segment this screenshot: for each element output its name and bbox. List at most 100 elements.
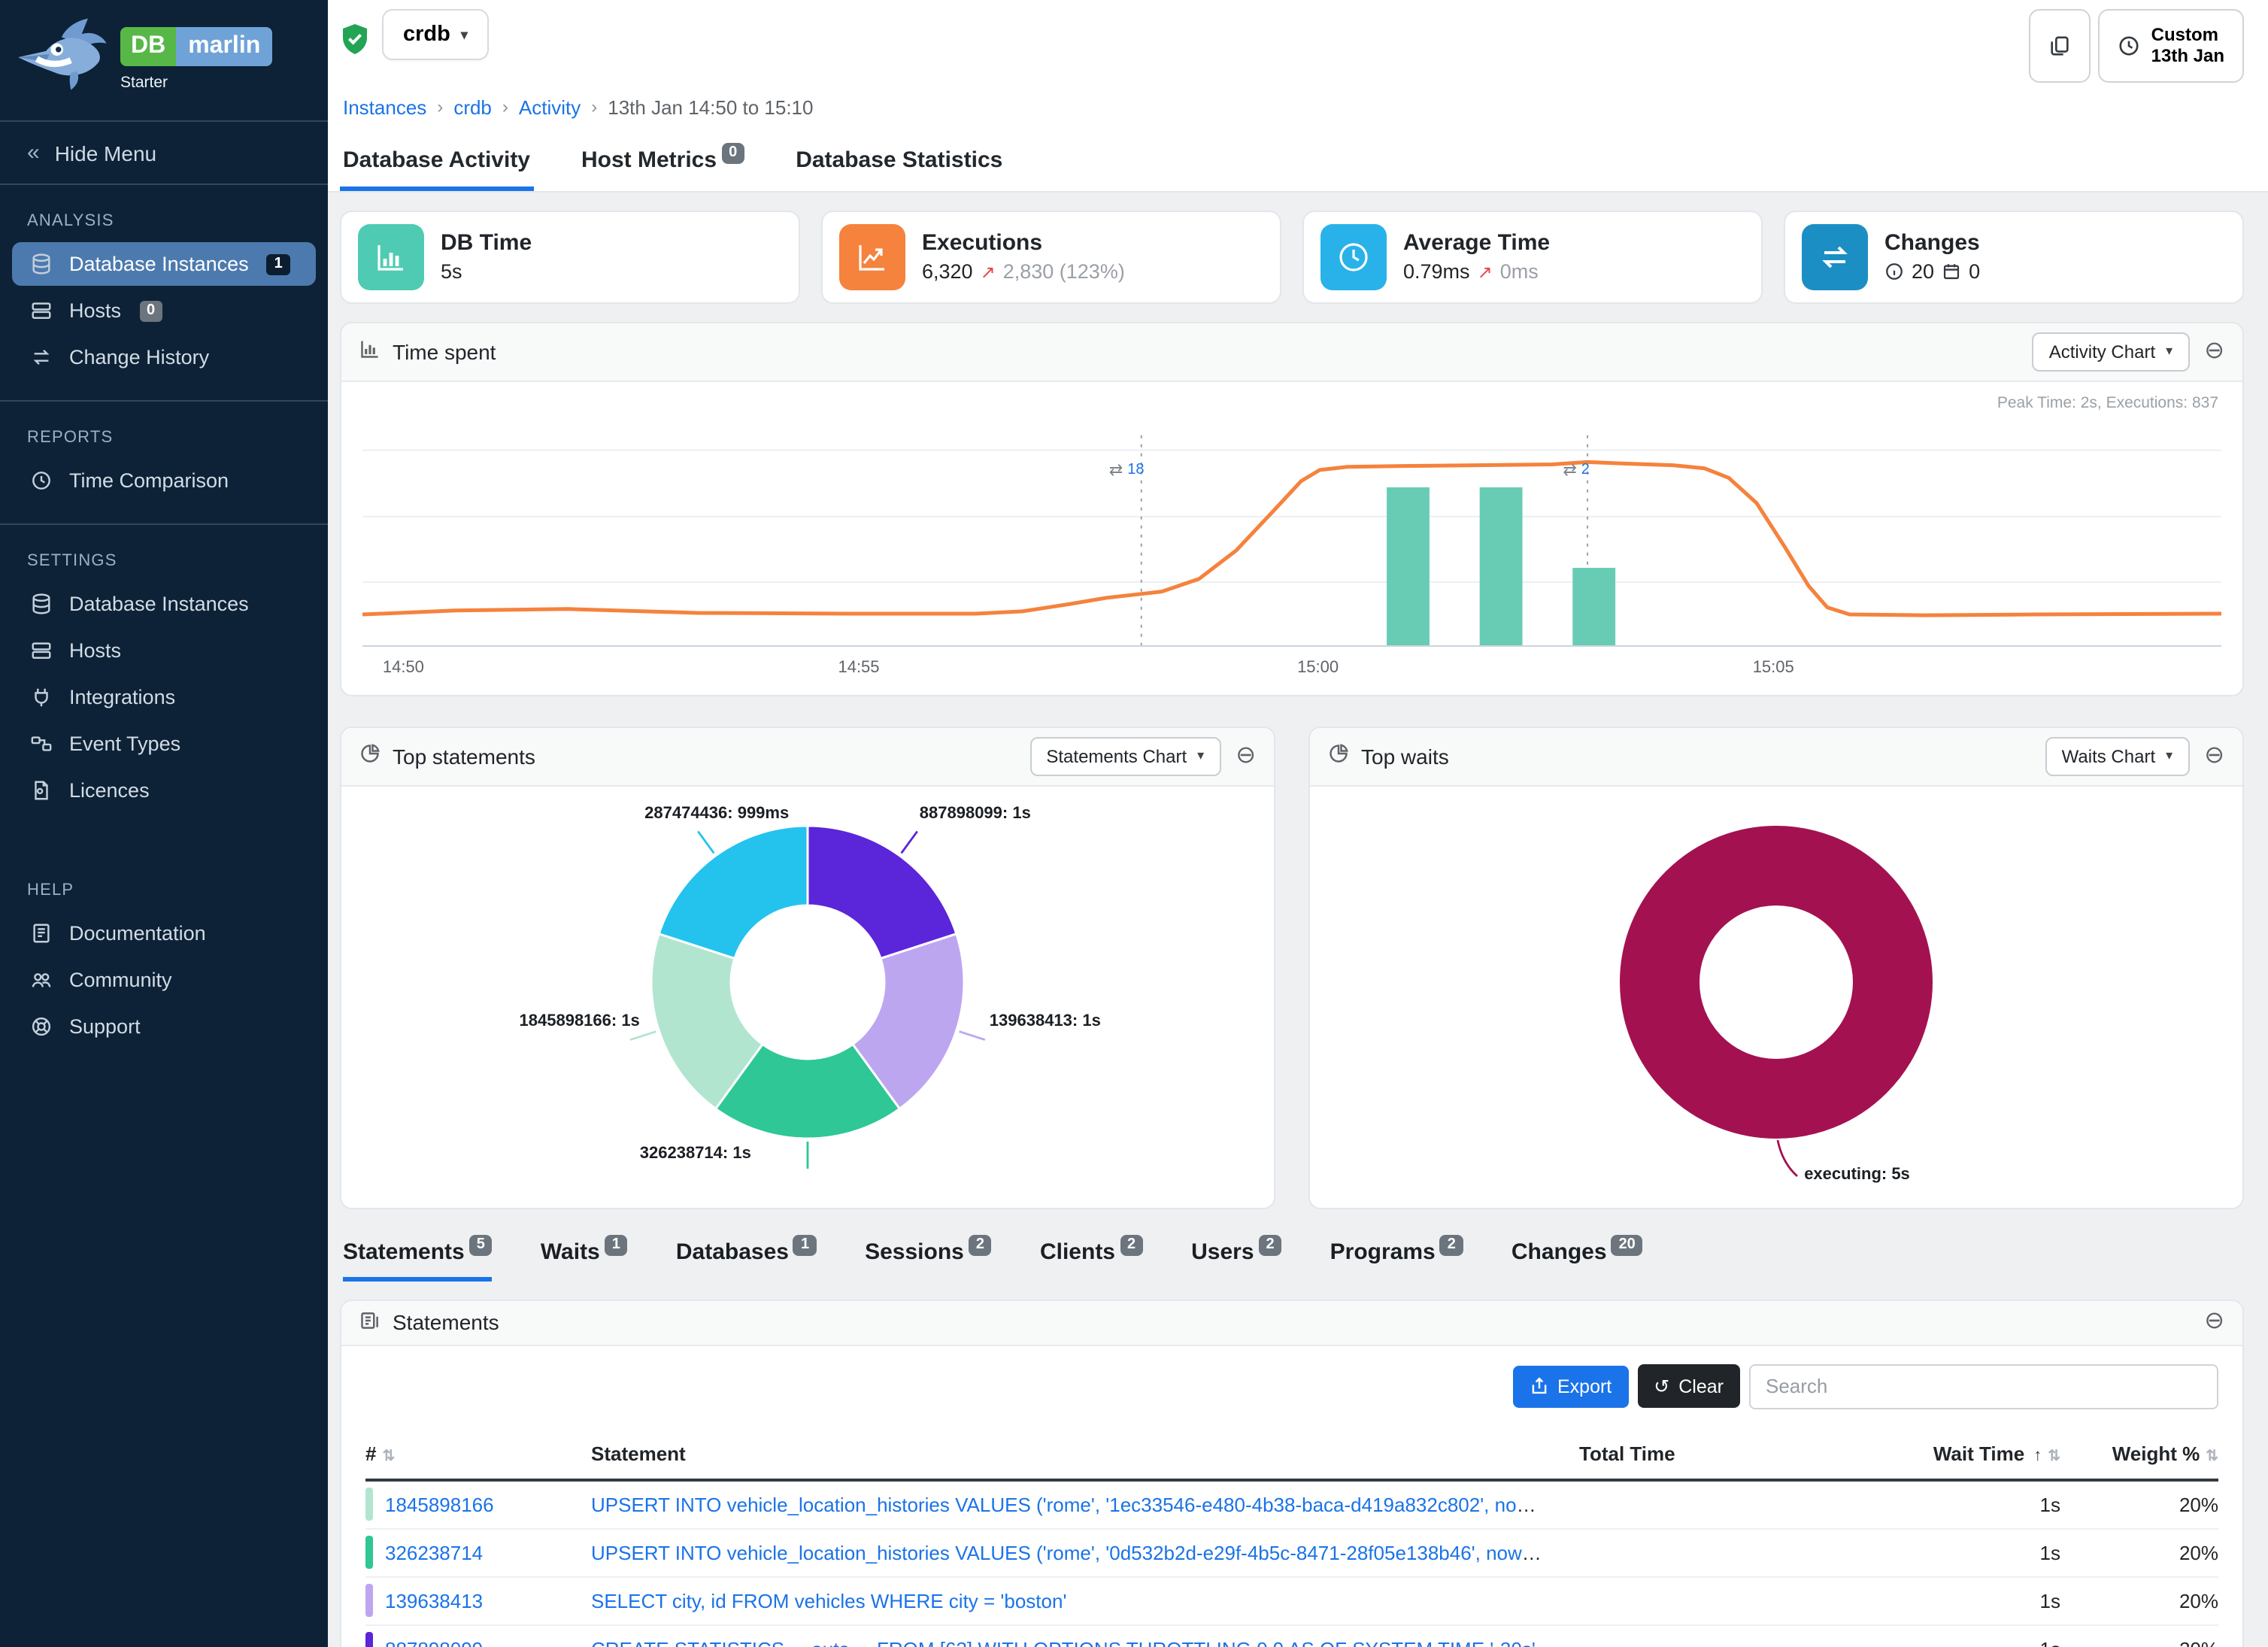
tab-users[interactable]: Users 2 bbox=[1191, 1234, 1282, 1282]
hide-menu-button[interactable]: « Hide Menu bbox=[0, 120, 328, 185]
tab-database-activity[interactable]: Database Activity bbox=[340, 134, 533, 191]
sort-asc-icon: ↑ bbox=[2033, 1446, 2042, 1465]
section-title: SETTINGS bbox=[27, 552, 117, 570]
metric-card-db-time: DB Time 5s bbox=[340, 210, 800, 304]
metric-value: 20 0 bbox=[1884, 261, 1980, 284]
swap-arrows-icon bbox=[1802, 223, 1868, 290]
metric-title: Executions bbox=[922, 230, 1043, 256]
statement-sql-link[interactable]: UPSERT INTO vehicle_location_histories V… bbox=[591, 1541, 1579, 1564]
col-header-wait-time[interactable]: Wait Time ↑ ⇅ bbox=[1933, 1442, 2060, 1465]
time-spent-plot-svg bbox=[362, 424, 2221, 645]
export-icon bbox=[1531, 1377, 1546, 1394]
count-badge: 5 bbox=[468, 1234, 493, 1256]
pie-chart-icon bbox=[359, 744, 381, 769]
top-waits-panel: Top waits Waits Chart ▾ ⊖ bbox=[1308, 726, 2244, 1209]
waits-ring bbox=[1620, 825, 1933, 1139]
sidebar: DB marlin Starter « Hide Menu ANALYSIS Da… bbox=[0, 0, 328, 1647]
page-tabs: Database Activity Host Metrics 0 Database… bbox=[340, 134, 2244, 191]
sidebar-item-time-comparison[interactable]: Time Comparison bbox=[12, 459, 316, 502]
count-badge: 1 bbox=[793, 1234, 817, 1256]
collapse-panel-icon[interactable]: ⊖ bbox=[1236, 742, 1256, 769]
instance-selector[interactable]: crdb ▾ bbox=[382, 9, 489, 60]
breadcrumb-activity[interactable]: Activity bbox=[518, 96, 581, 119]
sidebar-item-settings-database-instances[interactable]: Database Instances bbox=[12, 582, 316, 626]
breadcrumb-instances[interactable]: Instances bbox=[343, 96, 427, 119]
statements-chart-selector[interactable]: Statements Chart ▾ bbox=[1029, 736, 1221, 776]
sidebar-item-settings-hosts[interactable]: Hosts bbox=[12, 629, 316, 672]
statement-sql-link[interactable]: SELECT city, id FROM vehicles WHERE city… bbox=[591, 1589, 1067, 1612]
statements-donut[interactable] bbox=[612, 787, 1003, 1178]
people-icon bbox=[27, 969, 54, 991]
sidebar-item-integrations[interactable]: Integrations bbox=[12, 675, 316, 719]
count-badge: 2 bbox=[1439, 1234, 1463, 1256]
search-input[interactable] bbox=[1749, 1363, 2218, 1409]
brand-marlin: marlin bbox=[176, 27, 273, 66]
statement-id-link[interactable]: 139638413 bbox=[385, 1589, 484, 1612]
sidebar-item-documentation[interactable]: Documentation bbox=[12, 911, 316, 955]
top-statements-panel: Top statements Statements Chart ▾ ⊖ bbox=[340, 726, 1275, 1209]
col-header-statement[interactable]: Statement bbox=[591, 1442, 686, 1465]
col-header-num[interactable]: # ⇅ bbox=[365, 1442, 396, 1465]
statement-id-link[interactable]: 1845898166 bbox=[385, 1493, 494, 1516]
brand-wordmark: DB marlin bbox=[120, 27, 273, 66]
tab-host-metrics[interactable]: Host Metrics 0 bbox=[578, 134, 747, 191]
info-changes-count: 20 bbox=[1912, 260, 1935, 284]
tab-statements[interactable]: Statements 5 bbox=[343, 1234, 493, 1282]
statement-color-chip bbox=[365, 1488, 373, 1521]
donut-label-139638413: 139638413: 1s bbox=[989, 1012, 1101, 1030]
waits-donut[interactable] bbox=[1581, 787, 1972, 1178]
sidebar-item-change-history[interactable]: Change History bbox=[12, 335, 316, 379]
clear-button[interactable]: ↺ Clear bbox=[1637, 1364, 1740, 1409]
panel-title: Top waits bbox=[1361, 744, 1449, 769]
sidebar-item-hosts[interactable]: Hosts 0 bbox=[12, 289, 316, 332]
sidebar-item-licences[interactable]: Licences bbox=[12, 769, 316, 812]
metric-delta: 2,830 (123%) bbox=[1002, 260, 1125, 284]
breadcrumb-crdb[interactable]: crdb bbox=[453, 96, 492, 119]
collapse-panel-icon[interactable]: ⊖ bbox=[2204, 338, 2224, 364]
sidebar-item-event-types[interactable]: Event Types bbox=[12, 722, 316, 766]
undo-icon: ↺ bbox=[1654, 1376, 1670, 1398]
col-header-total-time[interactable]: Total Time bbox=[1579, 1442, 1675, 1465]
collapse-panel-icon[interactable]: ⊖ bbox=[2204, 1309, 2224, 1335]
wait-time-value: 1s bbox=[2039, 1541, 2060, 1564]
top-waits-chart: executing: 5s bbox=[1310, 787, 2242, 1208]
metric-card-average-time: Average Time 0.79ms ↗ 0ms bbox=[1302, 210, 1763, 304]
tab-databases[interactable]: Databases 1 bbox=[676, 1234, 817, 1282]
info-icon bbox=[1886, 263, 1903, 281]
weight-value: 20% bbox=[2179, 1589, 2218, 1612]
donut-segment-1845898166 bbox=[650, 932, 765, 1110]
statement-id-link[interactable]: 326238714 bbox=[385, 1541, 484, 1564]
weight-value: 20% bbox=[2179, 1493, 2218, 1516]
statement-id-link[interactable]: 887898099 bbox=[385, 1638, 483, 1647]
tab-changes[interactable]: Changes 20 bbox=[1511, 1234, 1643, 1282]
metric-delta: 0ms bbox=[1499, 260, 1539, 284]
sidebar-section-reports: REPORTS Time Comparison bbox=[0, 400, 328, 505]
tab-database-statistics[interactable]: Database Statistics bbox=[796, 147, 1003, 173]
copy-link-button[interactable] bbox=[2029, 9, 2091, 83]
collapse-panel-icon[interactable]: ⊖ bbox=[2204, 742, 2224, 769]
statement-sql-link[interactable]: CREATE STATISTICS __auto__ FROM [63] WIT… bbox=[591, 1638, 1536, 1647]
line-chart-icon bbox=[839, 223, 905, 290]
statements-toolbar: Export ↺ Clear bbox=[341, 1346, 2242, 1424]
export-button[interactable]: Export bbox=[1512, 1365, 1629, 1408]
breadcrumb: Instances › crdb › Activity › 13th Jan 1… bbox=[340, 83, 2244, 122]
count-badge: 0 bbox=[721, 142, 745, 164]
tab-programs[interactable]: Programs 2 bbox=[1330, 1234, 1463, 1282]
tab-sessions[interactable]: Sessions 2 bbox=[865, 1234, 992, 1282]
sidebar-item-support[interactable]: Support bbox=[12, 1005, 316, 1048]
tab-clients[interactable]: Clients 2 bbox=[1040, 1234, 1144, 1282]
time-spent-plot[interactable]: ⇄ 18 ⇄ 2 bbox=[362, 424, 2221, 647]
sidebar-item-database-instances[interactable]: Database Instances 1 bbox=[12, 242, 316, 286]
waits-chart-selector[interactable]: Waits Chart ▾ bbox=[2045, 736, 2190, 776]
time-range-date: 13th Jan bbox=[2151, 45, 2224, 67]
time-range-button[interactable]: Custom 13th Jan bbox=[2098, 9, 2244, 83]
col-header-weight[interactable]: Weight % ⇅ bbox=[2112, 1442, 2218, 1465]
tab-waits[interactable]: Waits 1 bbox=[541, 1234, 628, 1282]
metric-value: 5s bbox=[441, 260, 462, 284]
sidebar-item-community[interactable]: Community bbox=[12, 958, 316, 1002]
donut-segment-326238714 bbox=[714, 1042, 902, 1140]
weight-value: 20% bbox=[2179, 1541, 2218, 1564]
activity-chart-selector[interactable]: Activity Chart ▾ bbox=[2032, 332, 2190, 372]
count-badge: 0 bbox=[139, 300, 163, 321]
statement-sql-link[interactable]: UPSERT INTO vehicle_location_histories V… bbox=[591, 1493, 1579, 1516]
